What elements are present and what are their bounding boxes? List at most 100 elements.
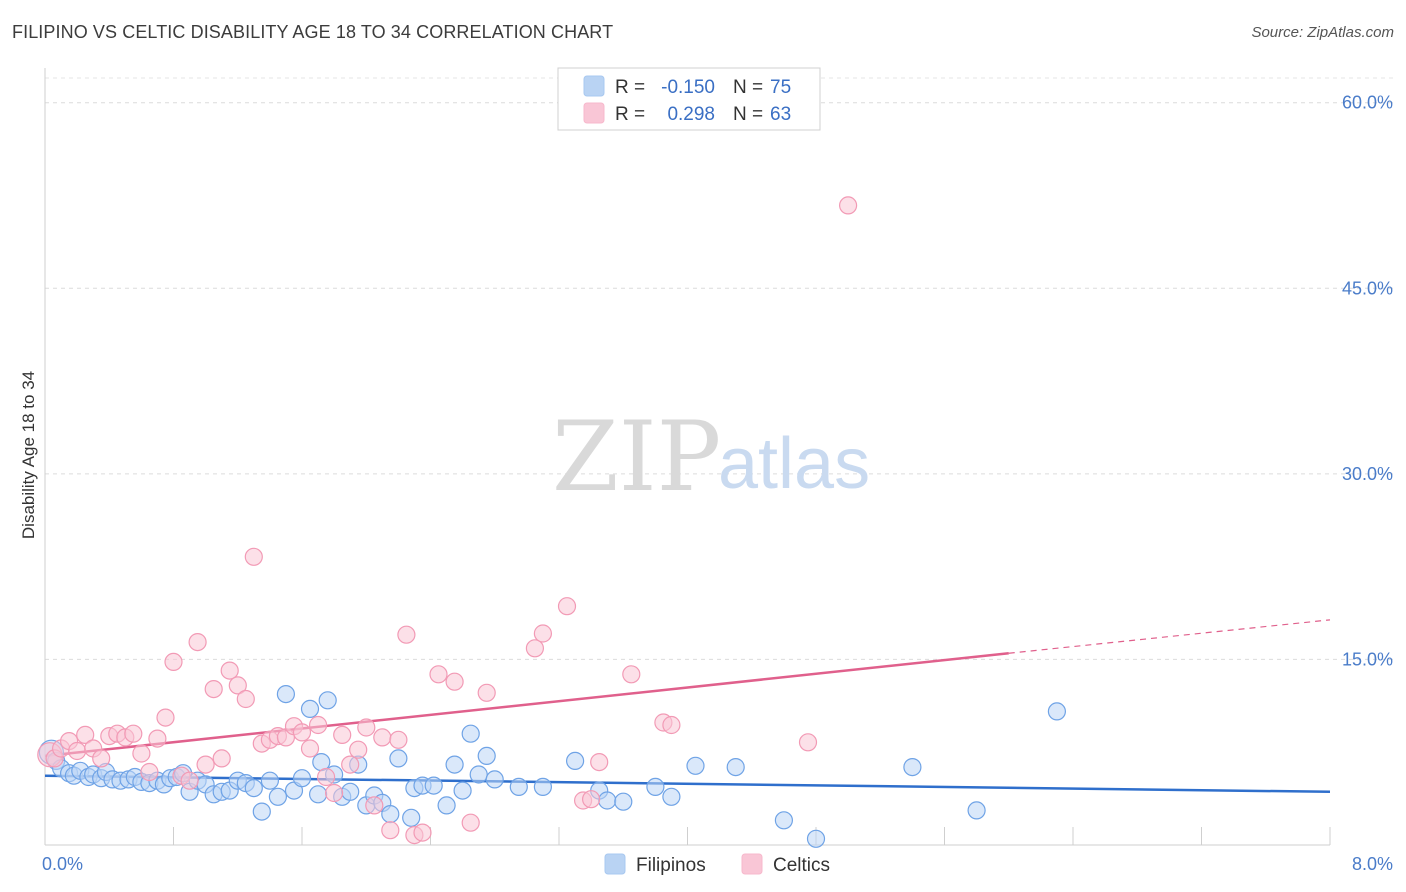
point-celtics-60 [838, 196, 858, 215]
point-celtics-13 [140, 762, 159, 782]
point-filipinos-60 [509, 777, 528, 797]
point-celtics-50 [461, 813, 480, 832]
point-celtics-19 [188, 632, 207, 652]
point-filipinos-52 [424, 776, 443, 795]
legend-bottom-label-filipinos: Filipinos [636, 855, 706, 876]
point-filipinos-56 [461, 724, 480, 743]
point-celtics-54 [557, 597, 577, 616]
point-filipinos-37 [309, 785, 328, 804]
legend-r-value-1: 0.298 [667, 104, 715, 125]
chart-title: FILIPINO VS CELTIC DISABILITY AGE 18 TO … [12, 22, 614, 42]
point-filipinos-42 [341, 782, 360, 801]
point-celtics-48 [429, 665, 448, 684]
source-label: Source: ZipAtlas.com [1251, 24, 1394, 41]
point-celtics-15 [156, 708, 175, 727]
point-filipinos-65 [614, 792, 633, 811]
legend-bottom: Filipinos Celtics [604, 853, 830, 876]
point-celtics-5 [76, 725, 95, 745]
point-celtics-43 [381, 821, 400, 840]
point-celtics-49 [445, 672, 464, 691]
point-filipinos-39 [318, 691, 337, 710]
point-filipinos-64 [598, 791, 617, 810]
legend-bottom-label-celtics: Celtics [773, 855, 830, 876]
axes [44, 68, 1331, 846]
point-celtics-57 [622, 665, 641, 684]
legend-swatch-celtics [583, 102, 605, 124]
y-tick-label-2: 45.0% [1342, 278, 1393, 298]
legend-swatch-filipinos [583, 75, 605, 97]
point-filipinos-49 [402, 808, 421, 827]
point-celtics-44 [389, 730, 408, 749]
x-tick-labels: 0.0% 8.0% [42, 854, 1393, 874]
y-tick-label-1: 30.0% [1342, 464, 1393, 484]
point-filipinos-31 [260, 771, 279, 790]
legend-bottom-swatch-celtics [741, 853, 763, 875]
point-filipinos-57 [469, 765, 488, 784]
point-filipinos-55 [453, 781, 472, 800]
point-celtics-37 [333, 725, 352, 745]
point-celtics-26 [244, 547, 263, 566]
point-filipinos-62 [565, 751, 585, 771]
point-filipinos-73 [967, 801, 986, 820]
point-celtics-16 [164, 652, 183, 672]
x-tick-label-1: 8.0% [1352, 854, 1393, 874]
trend-lines [44, 619, 1331, 794]
point-celtics-51 [477, 683, 496, 702]
point-celtics-7 [92, 749, 111, 768]
point-celtics-12 [132, 744, 151, 763]
point-celtics-36 [325, 783, 344, 803]
point-filipinos-54 [445, 755, 464, 774]
watermark: ZIP atlas [552, 401, 870, 513]
point-filipinos-70 [774, 811, 794, 830]
point-celtics-21 [204, 679, 223, 699]
point-celtics-23 [220, 661, 239, 680]
point-celtics-56 [590, 752, 609, 772]
watermark-zip: ZIP [552, 401, 721, 513]
point-celtics-39 [349, 740, 368, 759]
legend-n-value-1: 63 [770, 104, 791, 125]
watermark-atlas: atlas [718, 424, 870, 504]
legend-r-value-0: -0.150 [661, 77, 715, 98]
point-celtics-38 [341, 755, 360, 774]
y-tick-labels: 15.0% 30.0% 45.0% 60.0% [1342, 93, 1393, 670]
point-filipinos-58 [477, 746, 496, 766]
x-tick-label-0: 0.0% [42, 854, 83, 874]
point-celtics-42 [373, 728, 392, 747]
data-points [37, 196, 1067, 848]
point-filipinos-59 [485, 770, 504, 789]
point-filipinos-32 [268, 787, 287, 806]
point-celtics-52 [525, 639, 545, 658]
point-filipinos-53 [437, 796, 456, 815]
point-filipinos-35 [292, 769, 312, 788]
point-filipinos-61 [533, 777, 553, 797]
point-filipinos-30 [252, 802, 271, 821]
point-celtics-47 [413, 823, 432, 842]
grid-lines [45, 77, 1395, 660]
point-celtics-22 [212, 749, 231, 768]
legend-n-value-0: 75 [770, 77, 791, 98]
point-celtics-53 [533, 624, 553, 643]
point-celtics-32 [292, 723, 312, 742]
point-celtics-59 [662, 715, 681, 735]
trend-line-celtics [44, 652, 1009, 758]
point-celtics-40 [357, 718, 376, 737]
legend-n-label-1: N = [733, 104, 763, 125]
point-celtics-18 [180, 771, 199, 790]
trend-line-extension-celtics [1008, 619, 1331, 654]
legend-top: R = -0.150 N = 75 R = 0.298 N = 63 [557, 67, 821, 131]
point-celtics-20 [196, 755, 215, 774]
point-filipinos-72 [903, 757, 922, 777]
trend-line-filipinos [44, 774, 1331, 794]
point-celtics-34 [309, 715, 328, 735]
point-filipinos-67 [662, 787, 681, 806]
y-tick-label-0: 15.0% [1342, 649, 1393, 669]
point-celtics-4 [67, 741, 87, 761]
point-celtics-61 [798, 733, 818, 752]
point-filipinos-69 [726, 757, 745, 777]
point-filipinos-36 [300, 699, 320, 719]
point-celtics-24 [228, 676, 247, 695]
point-celtics-45 [397, 625, 416, 644]
legend-bottom-swatch-filipinos [604, 853, 626, 875]
point-celtics-62 [581, 790, 601, 809]
